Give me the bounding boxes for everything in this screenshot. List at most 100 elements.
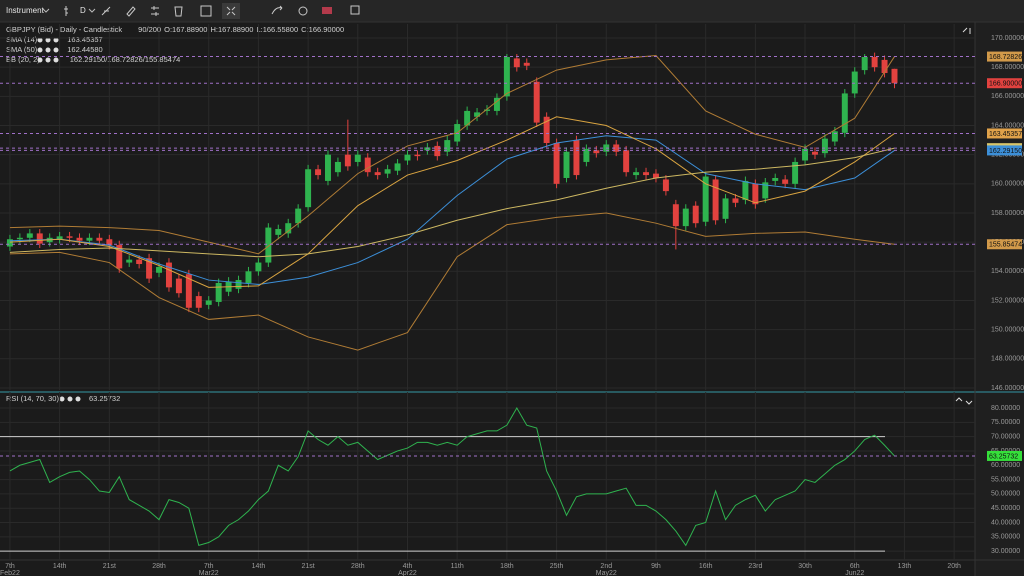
remove-icon[interactable]	[67, 396, 73, 402]
candle-body	[891, 68, 898, 84]
candle-body	[722, 198, 729, 219]
eye-icon[interactable]	[37, 37, 43, 43]
rsi-legend: RSI (14, 70, 30) 63.25732	[6, 394, 120, 403]
x-tick-label: 21st	[103, 563, 116, 570]
candle-body	[96, 237, 103, 241]
remove-icon[interactable]	[45, 37, 51, 43]
candle-body	[812, 151, 818, 155]
candle-body	[16, 237, 23, 240]
legend-bb: BB (20, 2) 162.29150/168.72826/155.85474	[6, 55, 180, 64]
candle-body	[444, 140, 451, 152]
candle-body	[583, 148, 590, 162]
legend-name: BB (20, 2)	[6, 55, 40, 64]
popout-icon[interactable]	[350, 5, 360, 15]
toolbar	[0, 0, 1024, 22]
candle-body	[364, 157, 371, 173]
candle-body	[782, 179, 789, 184]
x-tick-label: 14th	[53, 563, 67, 570]
panel-controls[interactable]	[955, 397, 973, 405]
rsi-marker-box	[987, 450, 1022, 461]
candle-body	[205, 300, 212, 305]
ohlc-high: H:167.88900	[210, 25, 253, 34]
candle-body	[295, 208, 302, 224]
candle-body	[553, 143, 560, 184]
candle-body	[772, 177, 779, 181]
settings-icon[interactable]	[53, 47, 59, 53]
chart-type-icon[interactable]	[64, 6, 68, 16]
x-tick-label: 11th	[451, 563, 464, 570]
x-tick-label: 28th	[351, 563, 365, 570]
candle-body	[861, 56, 868, 71]
legend-name: SMA (14)	[6, 35, 38, 44]
dropdown-arrow[interactable]	[42, 8, 50, 13]
candle-body	[474, 112, 481, 117]
zoom-icon[interactable]	[226, 6, 236, 16]
candle-body	[732, 198, 739, 203]
candle-body	[742, 180, 749, 200]
eye-icon[interactable]	[37, 57, 43, 63]
candle-body	[503, 56, 510, 97]
x-tick-label: 28th	[152, 563, 166, 570]
x-tick-label: 21st	[301, 563, 314, 570]
panel-controls[interactable]	[962, 27, 971, 34]
remove-icon[interactable]	[45, 47, 51, 53]
instrument-menu[interactable]: Instrument	[6, 6, 45, 15]
period-menu[interactable]: D	[80, 6, 86, 15]
layout-icon[interactable]	[200, 5, 212, 17]
rsi-marker-label: 63.25732	[989, 453, 1018, 460]
draw-line-icon[interactable]	[101, 6, 111, 16]
candle-body	[165, 262, 172, 288]
y-tick-label: 50.00000	[991, 491, 1020, 498]
flag-icon[interactable]	[322, 7, 332, 14]
price-marker-box	[987, 78, 1022, 89]
price-axis	[975, 22, 1024, 576]
candle-body	[623, 150, 630, 173]
candle-body	[384, 169, 391, 174]
eye-icon[interactable]	[59, 396, 65, 402]
bb-upper	[9, 54, 895, 255]
bb-basis	[9, 135, 895, 285]
price-marker-label: 166.90000	[989, 81, 1022, 88]
candle-body	[265, 227, 272, 263]
x-tick-label: 20th	[947, 563, 961, 570]
candle-body	[106, 239, 113, 246]
toolbar-icons[interactable]	[64, 3, 360, 19]
y-tick-label: 148.00000	[991, 356, 1024, 363]
candle-body	[66, 236, 73, 238]
legend-icons[interactable]	[37, 37, 81, 402]
indicators-icon[interactable]	[151, 6, 159, 16]
x-tick-month: Mar22	[199, 570, 219, 576]
candle-body	[613, 144, 620, 152]
x-tick-label: 9th	[651, 563, 661, 570]
candle-body	[593, 150, 600, 154]
eye-icon[interactable]	[37, 47, 43, 53]
candle-body	[712, 179, 719, 221]
candle-body	[652, 173, 659, 178]
x-tick-label: 23rd	[748, 563, 762, 570]
settings-icon[interactable]	[53, 37, 59, 43]
candle-body	[831, 131, 838, 142]
share-icon[interactable]	[271, 5, 283, 15]
pen-icon[interactable]	[126, 6, 136, 17]
candle-body	[6, 239, 13, 247]
y-tick-label: 40.00000	[991, 519, 1020, 526]
x-tick-label: 4th	[403, 563, 413, 570]
settings-icon[interactable]	[75, 396, 81, 402]
x-tick-label: 30th	[798, 563, 812, 570]
active-tool-bg[interactable]	[222, 3, 240, 19]
legend-sma14: SMA (14) 163.45357	[6, 35, 103, 44]
settings-icon[interactable]	[53, 57, 59, 63]
remove-icon[interactable]	[45, 57, 51, 63]
x-tick-label: 14th	[252, 563, 266, 570]
candle-body	[126, 259, 133, 263]
ohlc-close: C:166.90000	[301, 25, 344, 34]
candle-body	[354, 154, 361, 162]
candle-body	[682, 208, 689, 227]
candle-body	[56, 236, 63, 240]
y-tick-label: 30.00000	[991, 548, 1020, 555]
theme-icon[interactable]	[298, 6, 308, 16]
x-tick-month: Apr22	[398, 570, 417, 576]
dropdown-arrow[interactable]	[88, 8, 96, 13]
delete-icon[interactable]	[174, 6, 183, 17]
